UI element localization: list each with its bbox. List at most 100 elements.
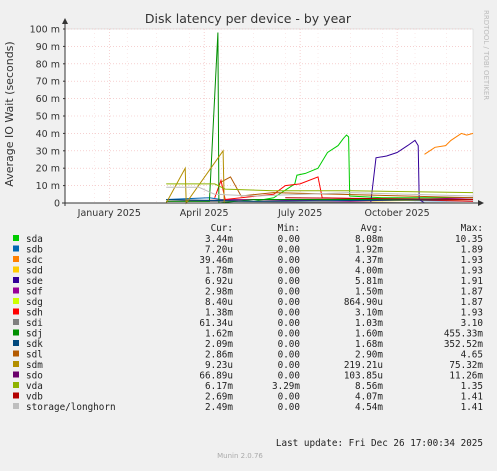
legend-value-avg: 1.50m [355,287,383,298]
legend-value-max: 1.93 [461,266,483,277]
legend-value-avg: 2.90m [355,350,383,361]
legend-swatch [13,350,19,357]
series-line-sdj [166,32,473,204]
last-update: Last update: Fri Dec 26 17:00:34 2025 [276,438,483,449]
legend-value-cur: 2.86m [205,350,233,361]
legend-value-cur: 6.17m [205,381,233,392]
legend-series-name: sdo [26,371,43,382]
munin-version: Munin 2.0.76 [217,452,263,460]
legend-value-max: 352.52m [444,339,484,350]
legend-value-avg: 4.54m [355,402,383,413]
legend-value-avg: 1.60m [355,329,383,340]
legend-series-name: vda [26,381,43,392]
legend-value-min: 0.00 [278,371,300,382]
legend-value-min: 0.00 [278,276,300,287]
series-line-storage-longhorn [166,186,474,197]
legend-series-name: sda [26,234,43,245]
legend-value-avg: 8.08m [355,234,383,245]
legend-value-cur: 2.09m [205,339,233,350]
y-tick-label: 70 m [36,77,60,88]
y-tick-label: 40 m [36,129,60,140]
x-tick-label: April 2025 [180,208,229,219]
legend-value-min: 0.00 [278,318,300,329]
legend-series-name: sdj [26,329,43,340]
legend-value-avg: 5.81m [355,276,383,287]
legend-value-max: 1.35 [461,381,483,392]
legend-value-min: 0.00 [278,266,300,277]
legend-series-name: sdb [26,245,43,256]
legend-value-min: 3.29m [272,381,300,392]
legend-swatch [13,319,19,325]
legend-value-avg: 1.68m [355,339,383,350]
y-tick-label: 20 m [36,164,60,175]
y-tick-label: 50 m [36,112,60,123]
legend-value-min: 0.00 [278,360,300,371]
legend-value-min: 0.00 [278,255,300,266]
legend-swatch [13,392,19,399]
legend-value-avg: 1.03m [355,318,383,329]
legend-value-cur: 6.92u [205,276,233,287]
side-label: RRDTOOL / TOBI OETIKER [482,10,490,100]
legend-value-max: 10.35 [455,234,483,245]
legend-header-max: Max: [461,223,483,234]
legend-value-avg: 103.85u [344,371,383,382]
legend-value-max: 3.10 [461,318,483,329]
y-tick-label: 30 m [36,146,60,157]
legend-swatch [13,382,19,388]
x-tick-label: July 2025 [277,208,322,219]
legend-value-avg: 3.10m [355,308,383,319]
legend-swatch [13,361,19,367]
y-tick-label: 60 m [36,94,60,105]
legend-value-min: 0.00 [278,308,300,319]
legend-swatch [13,287,19,294]
legend-value-max: 455.33m [444,329,484,340]
legend-value-cur: 66.89u [199,371,233,382]
y-axis-ticks: 0 10 m 20 m 30 m 40 m 50 m 60 m 70 m 80 m 90 m 100… [30,25,65,210]
legend-value-max: 1.89 [461,245,483,256]
legend-series-name: vdb [26,392,43,403]
legend-header-min: Min: [278,223,300,234]
legend-value-cur: 1.38m [205,308,233,319]
legend-value-cur: 1.78m [205,266,233,277]
legend-value-max: 4.65 [461,350,483,361]
legend-swatch [13,298,19,304]
series-line-vda [166,183,474,194]
legend-value-min: 0.00 [278,297,300,308]
grid [65,28,473,203]
legend-value-min: 0.00 [278,392,300,403]
legend-value-max: 1.87 [461,297,483,308]
y-axis-arrow [62,18,68,24]
legend-swatch [13,235,19,241]
legend-value-min: 0.00 [278,245,300,256]
chart-title: Disk latency per device - by year [145,11,352,26]
y-tick-label: 100 m [30,25,60,36]
legend-value-min: 0.00 [278,339,300,350]
x-tick-label: January 2025 [77,208,141,219]
legend-value-min: 0.00 [278,234,300,245]
legend-swatch [13,277,19,283]
legend-value-max: 1.93 [461,255,483,266]
legend-series-name: sdc [26,255,43,266]
legend-series-name: sdi [26,318,43,329]
legend-value-avg: 864.90u [344,297,383,308]
legend-series-name: sdm [26,360,43,371]
legend-value-cur: 8.40u [205,297,233,308]
legend-value-max: 1.91 [461,276,483,287]
series-line-sdl [220,176,474,199]
legend-swatch [13,329,19,336]
legend: Cur: Min: Avg: Max: sda 3.44m 0.00 8.08m 10.35 sd… [13,223,483,413]
legend-series-name: sdk [26,339,43,350]
legend-swatch [13,340,19,346]
legend-value-avg: 1.92m [355,245,383,256]
legend-swatch [13,403,19,409]
legend-value-cur: 3.44m [205,234,233,245]
legend-value-avg: 4.07m [355,392,383,403]
legend-value-cur: 39.46m [199,255,233,266]
legend-swatch [13,371,19,378]
x-tick-label: October 2025 [364,208,429,219]
legend-series-name: storage/longhorn [26,402,116,413]
legend-value-cur: 7.20u [205,245,233,256]
legend-value-max: 1.87 [461,287,483,298]
